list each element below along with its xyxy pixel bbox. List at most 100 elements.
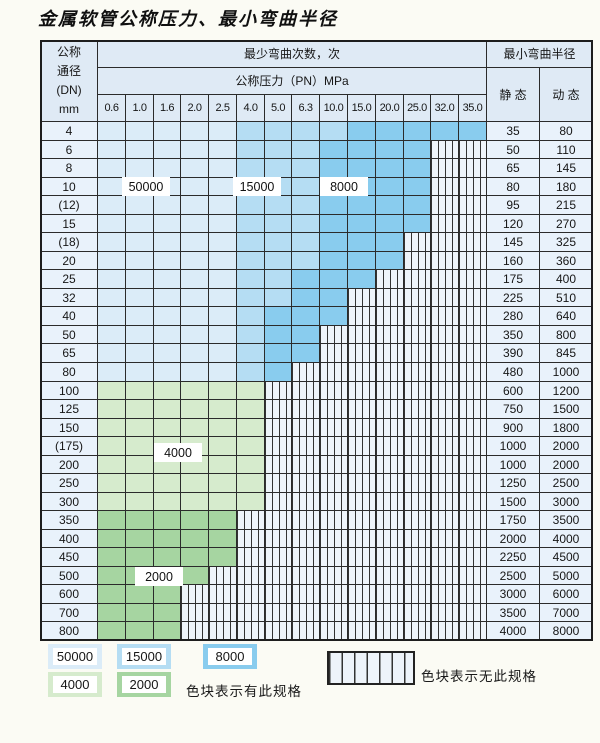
header-dn-line-0: 公称 — [56, 45, 81, 59]
cell-nospec — [319, 547, 348, 567]
dynamic-value-10: 180 — [539, 177, 593, 196]
cell-nospec — [375, 343, 404, 363]
header-min-bend-radius: 最小弯曲半径 — [486, 40, 593, 68]
cell-nospec — [403, 288, 431, 307]
cell-spec-b1 — [180, 306, 209, 326]
cell-nospec — [458, 399, 487, 419]
cell-spec-b3 — [347, 195, 376, 215]
static-value-15: 120 — [486, 214, 540, 233]
cell-spec-g1 — [125, 492, 154, 511]
cell-nospec — [264, 473, 292, 493]
cell-nospec — [430, 584, 459, 604]
cell-spec-b1 — [125, 232, 154, 252]
cell-nospec — [208, 566, 237, 585]
cell-nospec — [319, 529, 348, 548]
cell-nospec — [430, 306, 459, 326]
cell-spec-b1 — [153, 158, 181, 178]
cell-nospec — [236, 547, 265, 567]
header-pressure-20.0: 20.0 — [375, 94, 404, 122]
cell-nospec — [208, 584, 237, 604]
static-value-125: 750 — [486, 399, 540, 419]
cell-nospec — [291, 455, 320, 474]
cell-nospec — [347, 306, 376, 326]
cell-spec-b1 — [208, 158, 237, 178]
cell-nospec — [458, 473, 487, 493]
bend-count-label-8000: 8000 — [320, 177, 368, 196]
cell-nospec — [319, 381, 348, 400]
cell-nospec — [347, 621, 376, 641]
static-value-150: 900 — [486, 418, 540, 437]
cell-spec-g1 — [236, 399, 265, 419]
dynamic-value-(18): 325 — [539, 232, 593, 252]
cell-nospec — [458, 621, 487, 641]
cell-spec-b3 — [347, 232, 376, 252]
cell-spec-b1 — [208, 195, 237, 215]
cell-nospec — [430, 325, 459, 344]
cell-nospec — [458, 418, 487, 437]
cell-nospec — [375, 418, 404, 437]
legend-swatch-2000: 2000 — [117, 672, 171, 697]
cell-nospec — [403, 306, 431, 326]
cell-nospec — [458, 343, 487, 363]
cell-nospec — [403, 529, 431, 548]
cell-spec-b3 — [347, 214, 376, 233]
cell-nospec — [319, 436, 348, 456]
cell-nospec — [319, 362, 348, 382]
cell-spec-g2 — [97, 529, 126, 548]
cell-spec-g1 — [208, 473, 237, 493]
static-value-200: 1000 — [486, 455, 540, 474]
cell-spec-b2 — [236, 325, 265, 344]
cell-spec-b1 — [208, 288, 237, 307]
cell-nospec — [430, 269, 459, 289]
cell-nospec — [264, 492, 292, 511]
dynamic-value-50: 800 — [539, 325, 593, 344]
cell-spec-g2 — [97, 603, 126, 622]
cell-nospec — [264, 381, 292, 400]
cell-spec-g2 — [125, 547, 154, 567]
cell-nospec — [430, 362, 459, 382]
page-title: 金属软管公称压力、最小弯曲半径 — [38, 9, 338, 30]
cell-spec-b1 — [208, 214, 237, 233]
cell-spec-g2 — [97, 621, 126, 641]
cell-nospec — [264, 547, 292, 567]
cell-nospec — [375, 436, 404, 456]
cell-spec-b1 — [125, 325, 154, 344]
cell-nospec — [403, 510, 431, 530]
legend-value-4000: 4000 — [53, 676, 97, 693]
header-dn-line-1: 通径 — [56, 64, 81, 78]
cell-spec-b3 — [319, 288, 348, 307]
legend-nospec-swatch — [327, 651, 415, 685]
cell-nospec — [430, 603, 459, 622]
cell-spec-b1 — [97, 362, 126, 382]
cell-nospec — [180, 603, 209, 622]
row-dn-150: 150 — [40, 418, 98, 437]
cell-spec-b2 — [236, 158, 265, 178]
cell-nospec — [458, 362, 487, 382]
cell-nospec — [375, 381, 404, 400]
cell-nospec — [458, 325, 487, 344]
row-dn-10: 10 — [40, 177, 98, 196]
cell-nospec — [291, 566, 320, 585]
row-dn-400: 400 — [40, 529, 98, 548]
cell-spec-b1 — [208, 343, 237, 363]
cell-spec-g1 — [208, 399, 237, 419]
cell-nospec — [236, 584, 265, 604]
cell-spec-g1 — [236, 492, 265, 511]
cell-nospec — [375, 455, 404, 474]
cell-spec-b2 — [319, 121, 348, 141]
cell-nospec — [319, 343, 348, 363]
header-pressure-0.6: 0.6 — [97, 94, 126, 122]
bend-count-label-2000: 2000 — [135, 567, 183, 586]
cell-nospec — [319, 584, 348, 604]
header-pressure-4.0: 4.0 — [236, 94, 265, 122]
cell-spec-g1 — [97, 399, 126, 419]
static-value-50: 350 — [486, 325, 540, 344]
cell-spec-b3 — [403, 195, 431, 215]
cell-nospec — [347, 473, 376, 493]
cell-spec-b1 — [153, 269, 181, 289]
header-pressure-25.0: 25.0 — [403, 94, 431, 122]
cell-spec-b1 — [125, 251, 154, 270]
cell-spec-b1 — [97, 269, 126, 289]
cell-spec-b1 — [153, 232, 181, 252]
